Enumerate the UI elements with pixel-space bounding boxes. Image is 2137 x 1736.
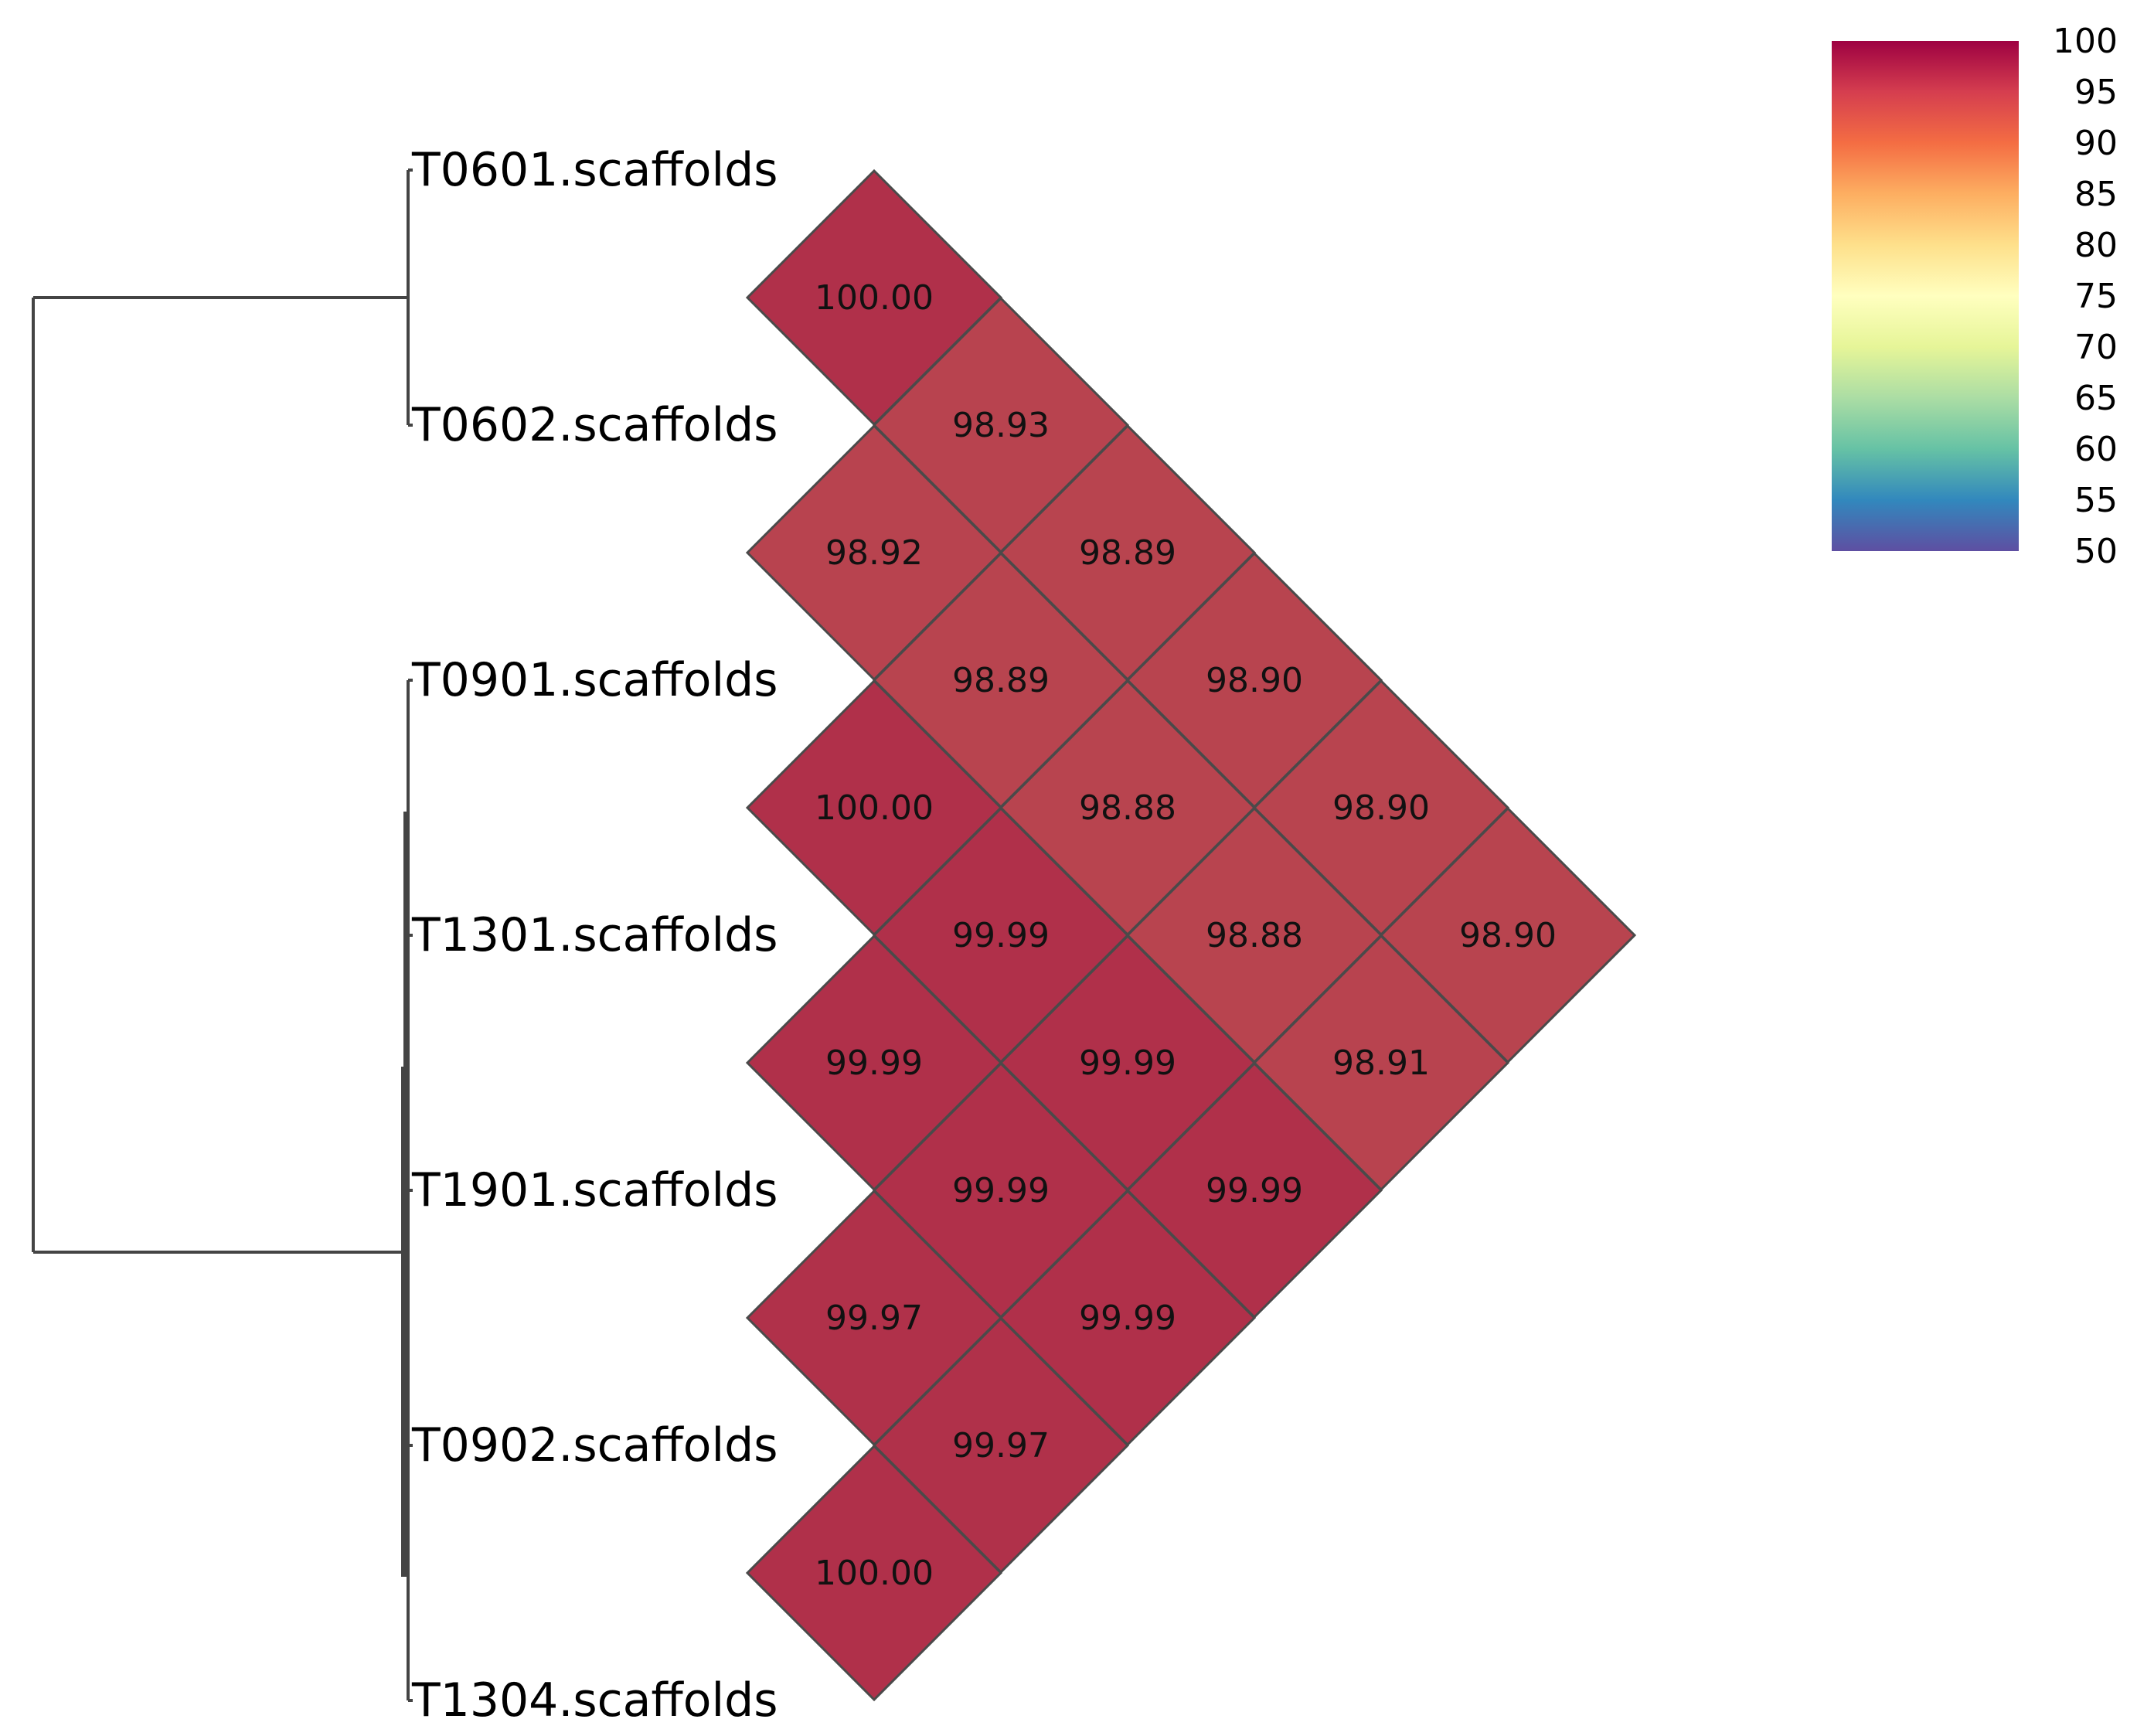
cell-value-label: 98.88 xyxy=(1079,788,1176,828)
colorbar-tick-label: 70 xyxy=(2074,328,2118,367)
colorbar-tick-label: 80 xyxy=(2074,226,2118,265)
cell-value-label: 99.99 xyxy=(1079,1043,1176,1083)
colorbar-tick-label: 95 xyxy=(2074,73,2118,112)
cell-value-label: 99.97 xyxy=(952,1426,1050,1465)
cell-value-label: 99.99 xyxy=(1079,1299,1176,1338)
colorbar-tick-label: 90 xyxy=(2074,124,2118,163)
colorbar-tick-label: 100 xyxy=(2053,22,2118,61)
colorbar-tick-label: 75 xyxy=(2074,277,2118,316)
cell-value-label: 99.99 xyxy=(952,916,1050,955)
cell-value-label: 98.88 xyxy=(1206,916,1303,955)
heatmap-cells: 100.00 98.93 98.89 98.90 98.90 98.90 98.92 98.8… xyxy=(745,168,1637,1702)
leaf-labels: T0601.scaffolds T0602.scaffolds T0901.scaf… xyxy=(411,143,778,1727)
cell-value-label: 100.00 xyxy=(815,788,934,828)
leaf-label: T1901.scaffolds xyxy=(411,1163,778,1217)
leaf-label: T1301.scaffolds xyxy=(411,908,778,962)
cell-value-label: 98.91 xyxy=(1332,1043,1430,1083)
leaf-label: T0601.scaffolds xyxy=(411,143,778,197)
leaf-label: T0901.scaffolds xyxy=(411,653,778,707)
colorbar: 100 95 90 85 80 75 70 65 60 55 50 xyxy=(1832,22,2118,571)
cell-value-label: 98.89 xyxy=(1079,533,1176,573)
cell-value-label: 99.99 xyxy=(952,1171,1050,1210)
colorbar-tick-label: 60 xyxy=(2074,430,2118,469)
colorbar-tick-label: 85 xyxy=(2074,175,2118,214)
colorbar-ticks: 100 95 90 85 80 75 70 65 60 55 50 xyxy=(2053,22,2118,571)
cell-value-label: 100.00 xyxy=(815,1554,934,1593)
cell-value-label: 98.92 xyxy=(825,533,923,573)
dendrogram xyxy=(32,168,413,1702)
cell-value-label: 98.90 xyxy=(1459,916,1557,955)
cell-value-label: 100.00 xyxy=(815,278,934,318)
colorbar-gradient xyxy=(1832,41,2019,551)
colorbar-tick-label: 50 xyxy=(2074,532,2118,571)
leaf-label: T0602.scaffolds xyxy=(411,398,778,452)
leaf-label: T1304.scaffolds xyxy=(411,1673,778,1727)
cell-value-label: 98.90 xyxy=(1206,661,1303,700)
cell-value-label: 99.97 xyxy=(825,1299,923,1338)
cell-value-label: 98.90 xyxy=(1332,788,1430,828)
colorbar-tick-label: 55 xyxy=(2074,481,2118,520)
cell-value-label: 99.99 xyxy=(825,1043,923,1083)
heatmap-cell xyxy=(745,1444,1003,1702)
colorbar-tick-label: 65 xyxy=(2074,379,2118,418)
cell-value-label: 98.93 xyxy=(952,406,1050,445)
cell-value-label: 99.99 xyxy=(1206,1171,1303,1210)
leaf-label: T0902.scaffolds xyxy=(411,1418,778,1472)
cell-value-label: 98.89 xyxy=(952,661,1050,700)
